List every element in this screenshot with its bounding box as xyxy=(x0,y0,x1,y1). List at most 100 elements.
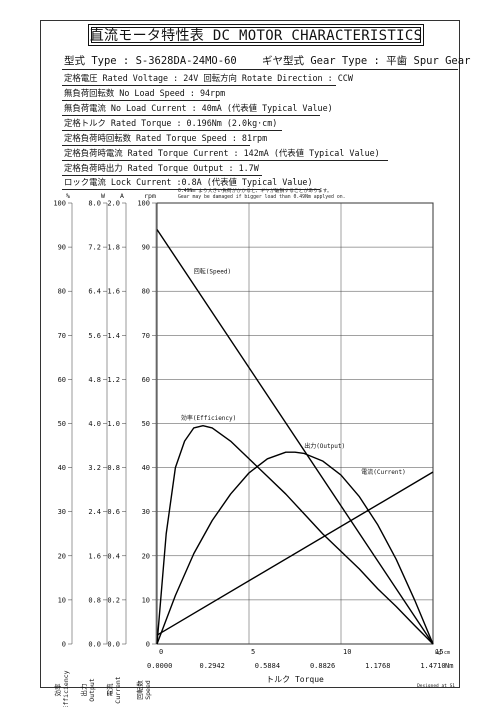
y-tick-label: 0.2 xyxy=(107,596,120,604)
y-axis-name: 効率 xyxy=(53,683,62,697)
series-line xyxy=(156,471,434,636)
series-line xyxy=(156,229,434,645)
y-tick-label: 4.8 xyxy=(88,376,101,384)
y-tick-label: 0.0 xyxy=(107,641,120,649)
y-tick-label: 30 xyxy=(142,508,150,516)
y-tick-label: 40 xyxy=(58,464,66,472)
y-axis-name: Current xyxy=(114,676,122,703)
y-axis-unit: % xyxy=(66,192,70,200)
y-axis-unit: rpm xyxy=(144,192,156,200)
y-tick-label: 1.4 xyxy=(107,332,120,340)
y-tick-label: 2.4 xyxy=(88,508,101,516)
y-tick-label: 0.8 xyxy=(88,596,101,604)
warning-note-jp: 0.49Nm より大きい負荷がかかると、ギヤが破損することがあります。 xyxy=(178,189,332,194)
underline xyxy=(62,145,250,146)
x-tick-label-nm: 0.8826 xyxy=(310,662,335,670)
y-tick-label: 80 xyxy=(58,288,66,296)
x-tick-label-kgcm: 5 xyxy=(251,648,255,656)
y-tick-label: 40 xyxy=(142,464,150,472)
y-tick-label: 6.4 xyxy=(88,288,101,296)
spec-no-load-current: 無負荷電流 No Load Current : 40mA (代表値 Typica… xyxy=(64,103,333,113)
y-tick-label: 90 xyxy=(142,244,150,252)
x-tick-label-nm: 1.4710 xyxy=(420,662,445,670)
x-unit-kgcm: kg·cm xyxy=(435,650,450,656)
y-tick-label: 70 xyxy=(58,332,66,340)
gear-type: ギヤ型式 Gear Type : 平歯 Spur Gear xyxy=(262,55,471,67)
y-tick-label: 100 xyxy=(137,200,150,208)
series-line xyxy=(156,425,434,645)
series-label: 電流(Current) xyxy=(361,468,406,476)
y-tick-label: 10 xyxy=(58,596,66,604)
underline xyxy=(62,175,262,176)
y-tick-label: 0.8 xyxy=(107,464,120,472)
x-tick-label-nm: 0.0000 xyxy=(147,662,172,670)
y-tick-label: 50 xyxy=(58,420,66,428)
y-tick-label: 90 xyxy=(58,244,66,252)
y-tick-label: 3.2 xyxy=(88,464,101,472)
model-type: 型式 Type : S-3628DA-24MO-60 xyxy=(64,55,237,67)
y-axis-name: Efficiency xyxy=(62,670,70,707)
series-label: 回転(Speed) xyxy=(194,268,231,276)
y-tick-label: 70 xyxy=(142,332,150,340)
y-axis-name: Speed xyxy=(144,680,152,700)
underline xyxy=(62,100,220,101)
underline xyxy=(62,69,458,70)
warning-note-en: Gear may be damaged if bigger load than … xyxy=(178,195,346,200)
y-tick-label: 10 xyxy=(142,596,150,604)
x-tick-label-nm: 1.1768 xyxy=(365,662,390,670)
y-tick-label: 20 xyxy=(142,552,150,560)
y-tick-label: 30 xyxy=(58,508,66,516)
spec-rated-torque-current: 定格負荷時電流 Rated Torque Current : 142mA (代表… xyxy=(64,148,380,158)
y-tick-label: 7.2 xyxy=(88,244,101,252)
spec-rated-voltage: 定格電圧 Rated Voltage : 24V 回転方向 Rotate Dir… xyxy=(64,73,353,83)
y-tick-label: 1.6 xyxy=(107,288,120,296)
underline xyxy=(62,160,388,161)
x-tick-label-nm: 0.5884 xyxy=(255,662,280,670)
underline xyxy=(62,130,282,131)
y-tick-label: 50 xyxy=(142,420,150,428)
x-tick-label-kgcm: 15 xyxy=(435,648,443,656)
x-tick-label-kgcm: 0 xyxy=(159,648,163,656)
y-tick-label: 5.6 xyxy=(88,332,101,340)
y-tick-label: 0.4 xyxy=(107,552,120,560)
sheet-border xyxy=(40,20,460,688)
y-axis-name: 電流 xyxy=(105,683,114,697)
y-tick-label: 1.2 xyxy=(107,376,120,384)
series-label: 効率(Efficiency) xyxy=(181,414,236,422)
y-tick-label: 0.0 xyxy=(88,641,101,649)
y-tick-label: 4.0 xyxy=(88,420,101,428)
series-label: 出力(Output) xyxy=(304,442,345,450)
underline xyxy=(62,85,336,86)
y-tick-label: 2.0 xyxy=(107,200,120,208)
series-line xyxy=(156,451,434,645)
y-axis-unit: W xyxy=(101,192,105,200)
spec-rated-torque-speed: 定格負荷時回転数 Rated Torque Speed : 81rpm xyxy=(64,133,268,143)
footer-credit: Designed at S1 xyxy=(417,683,455,689)
title-frame xyxy=(88,24,424,46)
y-tick-label: 8.0 xyxy=(88,200,101,208)
y-tick-label: 1.8 xyxy=(107,244,120,252)
y-tick-label: 1.0 xyxy=(107,420,120,428)
y-tick-label: 60 xyxy=(142,376,150,384)
page-title: 直流モータ特性表 DC MOTOR CHARACTERISTICS xyxy=(89,28,423,44)
y-tick-label: 60 xyxy=(58,376,66,384)
y-axis-name: 出力 xyxy=(79,684,88,697)
x-tick-label-kgcm: 10 xyxy=(343,648,351,656)
underline xyxy=(62,189,320,190)
y-axis-name: Output xyxy=(88,678,96,702)
spec-no-load-speed: 無負荷回転数 No Load Speed : 94rpm xyxy=(64,88,226,98)
spec-lock-current: ロック電流 Lock Current :0.8A (代表値 Typical Va… xyxy=(64,177,313,187)
underline xyxy=(62,115,320,116)
y-tick-label: 0 xyxy=(62,641,66,649)
x-unit-nm: Nm xyxy=(445,662,453,670)
y-axis-name: 回転数 xyxy=(135,680,144,700)
y-tick-label: 0.6 xyxy=(107,508,120,516)
x-tick-label-nm: 0.2942 xyxy=(200,662,225,670)
y-tick-label: 1.6 xyxy=(88,552,101,560)
y-tick-label: 100 xyxy=(53,200,66,208)
y-tick-label: 20 xyxy=(58,552,66,560)
x-axis-label: トルク Torque xyxy=(266,675,324,684)
spec-rated-torque: 定格トルク Rated Torque : 0.196Nm (2.0kg·cm) xyxy=(64,118,278,128)
